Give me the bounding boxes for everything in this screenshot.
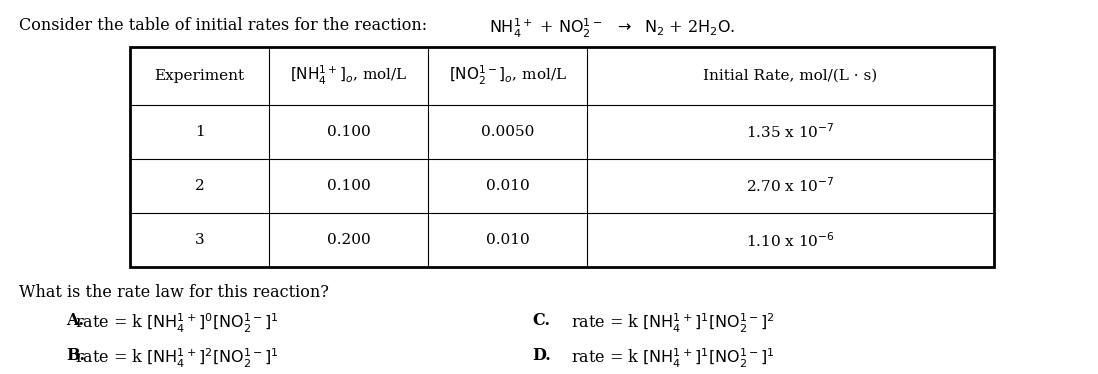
Text: 1.10 x 10$^{-6}$: 1.10 x 10$^{-6}$ (747, 231, 834, 250)
Text: $\mathrm{NH_4^{1+}}$ + $\mathrm{NO_2^{1-}}$  $\rightarrow$  $\mathrm{N_2}$ + 2$\: $\mathrm{NH_4^{1+}}$ + $\mathrm{NO_2^{1-… (489, 17, 736, 40)
Text: rate = k $[\mathrm{NH_4^{1+}}]^1[\mathrm{NO_2^{1-}}]^2$: rate = k $[\mathrm{NH_4^{1+}}]^1[\mathrm… (571, 312, 775, 335)
Text: What is the rate law for this reaction?: What is the rate law for this reaction? (19, 284, 328, 301)
Text: rate = k $[\mathrm{NH_4^{1+}}]^0[\mathrm{NO_2^{1-}}]^1$: rate = k $[\mathrm{NH_4^{1+}}]^0[\mathrm… (75, 312, 279, 335)
Text: 0.010: 0.010 (486, 179, 529, 193)
Text: C.: C. (533, 312, 550, 329)
Text: 1.35 x 10$^{-7}$: 1.35 x 10$^{-7}$ (747, 123, 834, 141)
Text: D.: D. (533, 347, 551, 364)
Text: rate = k $[\mathrm{NH_4^{1+}}]^2[\mathrm{NO_2^{1-}}]^1$: rate = k $[\mathrm{NH_4^{1+}}]^2[\mathrm… (75, 347, 279, 370)
Text: rate = k $[\mathrm{NH_4^{1+}}]^1[\mathrm{NO_2^{1-}}]^1$: rate = k $[\mathrm{NH_4^{1+}}]^1[\mathrm… (571, 347, 775, 370)
Text: A.: A. (66, 312, 83, 329)
Text: $[\mathrm{NO_2^{1-}}]_o$, mol/L: $[\mathrm{NO_2^{1-}}]_o$, mol/L (449, 64, 567, 88)
Text: 3: 3 (194, 233, 204, 247)
Text: 2.70 x 10$^{-7}$: 2.70 x 10$^{-7}$ (747, 177, 834, 196)
Text: 1: 1 (194, 125, 204, 139)
Text: 2: 2 (194, 179, 204, 193)
Text: 0.010: 0.010 (486, 233, 529, 247)
Text: Consider the table of initial rates for the reaction:: Consider the table of initial rates for … (19, 17, 427, 34)
Text: 0.0050: 0.0050 (481, 125, 535, 139)
Text: Initial Rate, mol/(L · s): Initial Rate, mol/(L · s) (704, 69, 877, 83)
Text: Experiment: Experiment (155, 69, 245, 83)
Text: 0.100: 0.100 (327, 125, 370, 139)
Text: B.: B. (66, 347, 85, 364)
Text: 0.200: 0.200 (327, 233, 370, 247)
Text: $[\mathrm{NH_4^{1+}}]_o$, mol/L: $[\mathrm{NH_4^{1+}}]_o$, mol/L (290, 64, 407, 88)
Bar (130, 47, 994, 267)
Text: 0.100: 0.100 (327, 179, 370, 193)
